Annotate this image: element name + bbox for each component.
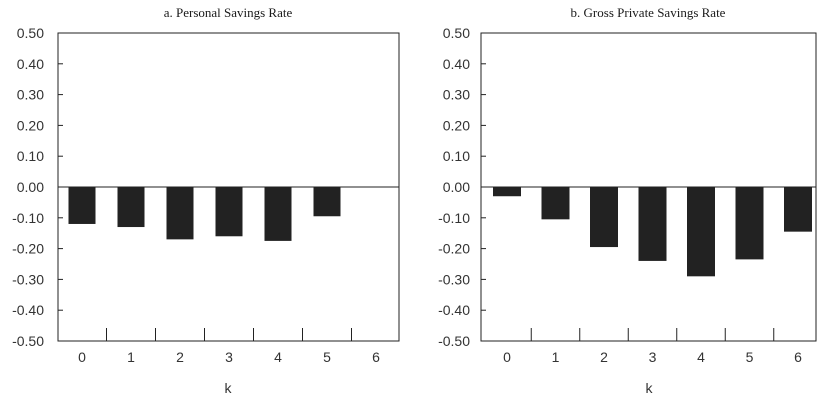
x-tick-label: 6 bbox=[372, 349, 380, 365]
y-tick-label: -0.20 bbox=[12, 241, 44, 257]
bar-5 bbox=[735, 187, 764, 260]
panel-gross-private-savings-rate: b. Gross Private Savings Rate 0.500.400.… bbox=[438, 5, 817, 396]
bar-2 bbox=[166, 187, 194, 240]
bar-3 bbox=[638, 187, 667, 261]
chart-title: b. Gross Private Savings Rate bbox=[571, 5, 726, 20]
bar-5 bbox=[313, 187, 341, 217]
x-tick-label: 3 bbox=[649, 349, 657, 365]
bar-1 bbox=[541, 187, 570, 220]
y-tick-label: 0.50 bbox=[17, 25, 44, 41]
y-tick-label: 0.10 bbox=[17, 148, 44, 164]
y-tick-label: 0.00 bbox=[443, 179, 470, 195]
x-tick-label: 5 bbox=[746, 349, 754, 365]
y-tick-label: 0.30 bbox=[443, 87, 470, 103]
y-tick-label: 0.20 bbox=[17, 117, 44, 133]
x-tick-label: 5 bbox=[323, 349, 331, 365]
x-axis-label: k bbox=[225, 380, 233, 396]
bars bbox=[68, 187, 341, 241]
x-axis: 0 1 2 3 4 5 6 bbox=[78, 328, 380, 365]
bar-0 bbox=[493, 187, 521, 197]
y-tick-label: -0.50 bbox=[438, 333, 470, 349]
y-tick-label: -0.40 bbox=[438, 302, 470, 318]
y-tick-label: -0.50 bbox=[12, 333, 44, 349]
x-tick-label: 1 bbox=[552, 349, 560, 365]
y-tick-label: -0.10 bbox=[12, 210, 44, 226]
y-axis: 0.50 0.40 0.30 0.20 0.10 0.00 -0.10 -0.20 -0.30 -… bbox=[12, 25, 399, 349]
x-axis-label: k bbox=[646, 380, 654, 396]
y-tick-label: 0.40 bbox=[443, 56, 470, 72]
x-tick-label: 2 bbox=[176, 349, 184, 365]
bar-3 bbox=[215, 187, 243, 237]
y-tick-label: 0.30 bbox=[17, 87, 44, 103]
y-tick-label: -0.10 bbox=[438, 210, 470, 226]
y-tick-label: -0.40 bbox=[12, 302, 44, 318]
x-tick-label: 0 bbox=[78, 349, 86, 365]
x-tick-label: 2 bbox=[600, 349, 608, 365]
x-tick-label: 1 bbox=[127, 349, 135, 365]
chart-title: a. Personal Savings Rate bbox=[164, 5, 293, 20]
x-tick-label: 4 bbox=[274, 349, 282, 365]
y-axis: 0.50 0.40 0.30 0.20 0.10 0.00 -0.10 -0.20 -0.30 -… bbox=[438, 25, 816, 349]
bar-4 bbox=[264, 187, 292, 241]
y-tick-label: -0.30 bbox=[12, 271, 44, 287]
bar-6 bbox=[784, 187, 812, 232]
bar-2 bbox=[590, 187, 618, 248]
bar-0 bbox=[68, 187, 96, 224]
y-tick-label: 0.40 bbox=[17, 56, 44, 72]
y-tick-label: -0.20 bbox=[438, 241, 470, 257]
x-tick-label: 0 bbox=[503, 349, 511, 365]
x-tick-label: 3 bbox=[225, 349, 233, 365]
y-tick-label: -0.30 bbox=[438, 271, 470, 287]
bar-4 bbox=[687, 187, 715, 277]
bars bbox=[493, 187, 812, 277]
x-axis: 0 1 2 3 4 5 6 bbox=[503, 328, 802, 365]
y-tick-label: 0.20 bbox=[443, 117, 470, 133]
y-tick-label: 0.10 bbox=[443, 148, 470, 164]
y-tick-label: 0.50 bbox=[443, 25, 470, 41]
bar-1 bbox=[117, 187, 145, 228]
x-tick-label: 4 bbox=[697, 349, 705, 365]
panel-personal-savings-rate: a. Personal Savings Rate 0.50 0.40 0.30 0.2… bbox=[12, 5, 400, 396]
x-tick-label: 6 bbox=[794, 349, 802, 365]
y-tick-label: 0.00 bbox=[17, 179, 44, 195]
